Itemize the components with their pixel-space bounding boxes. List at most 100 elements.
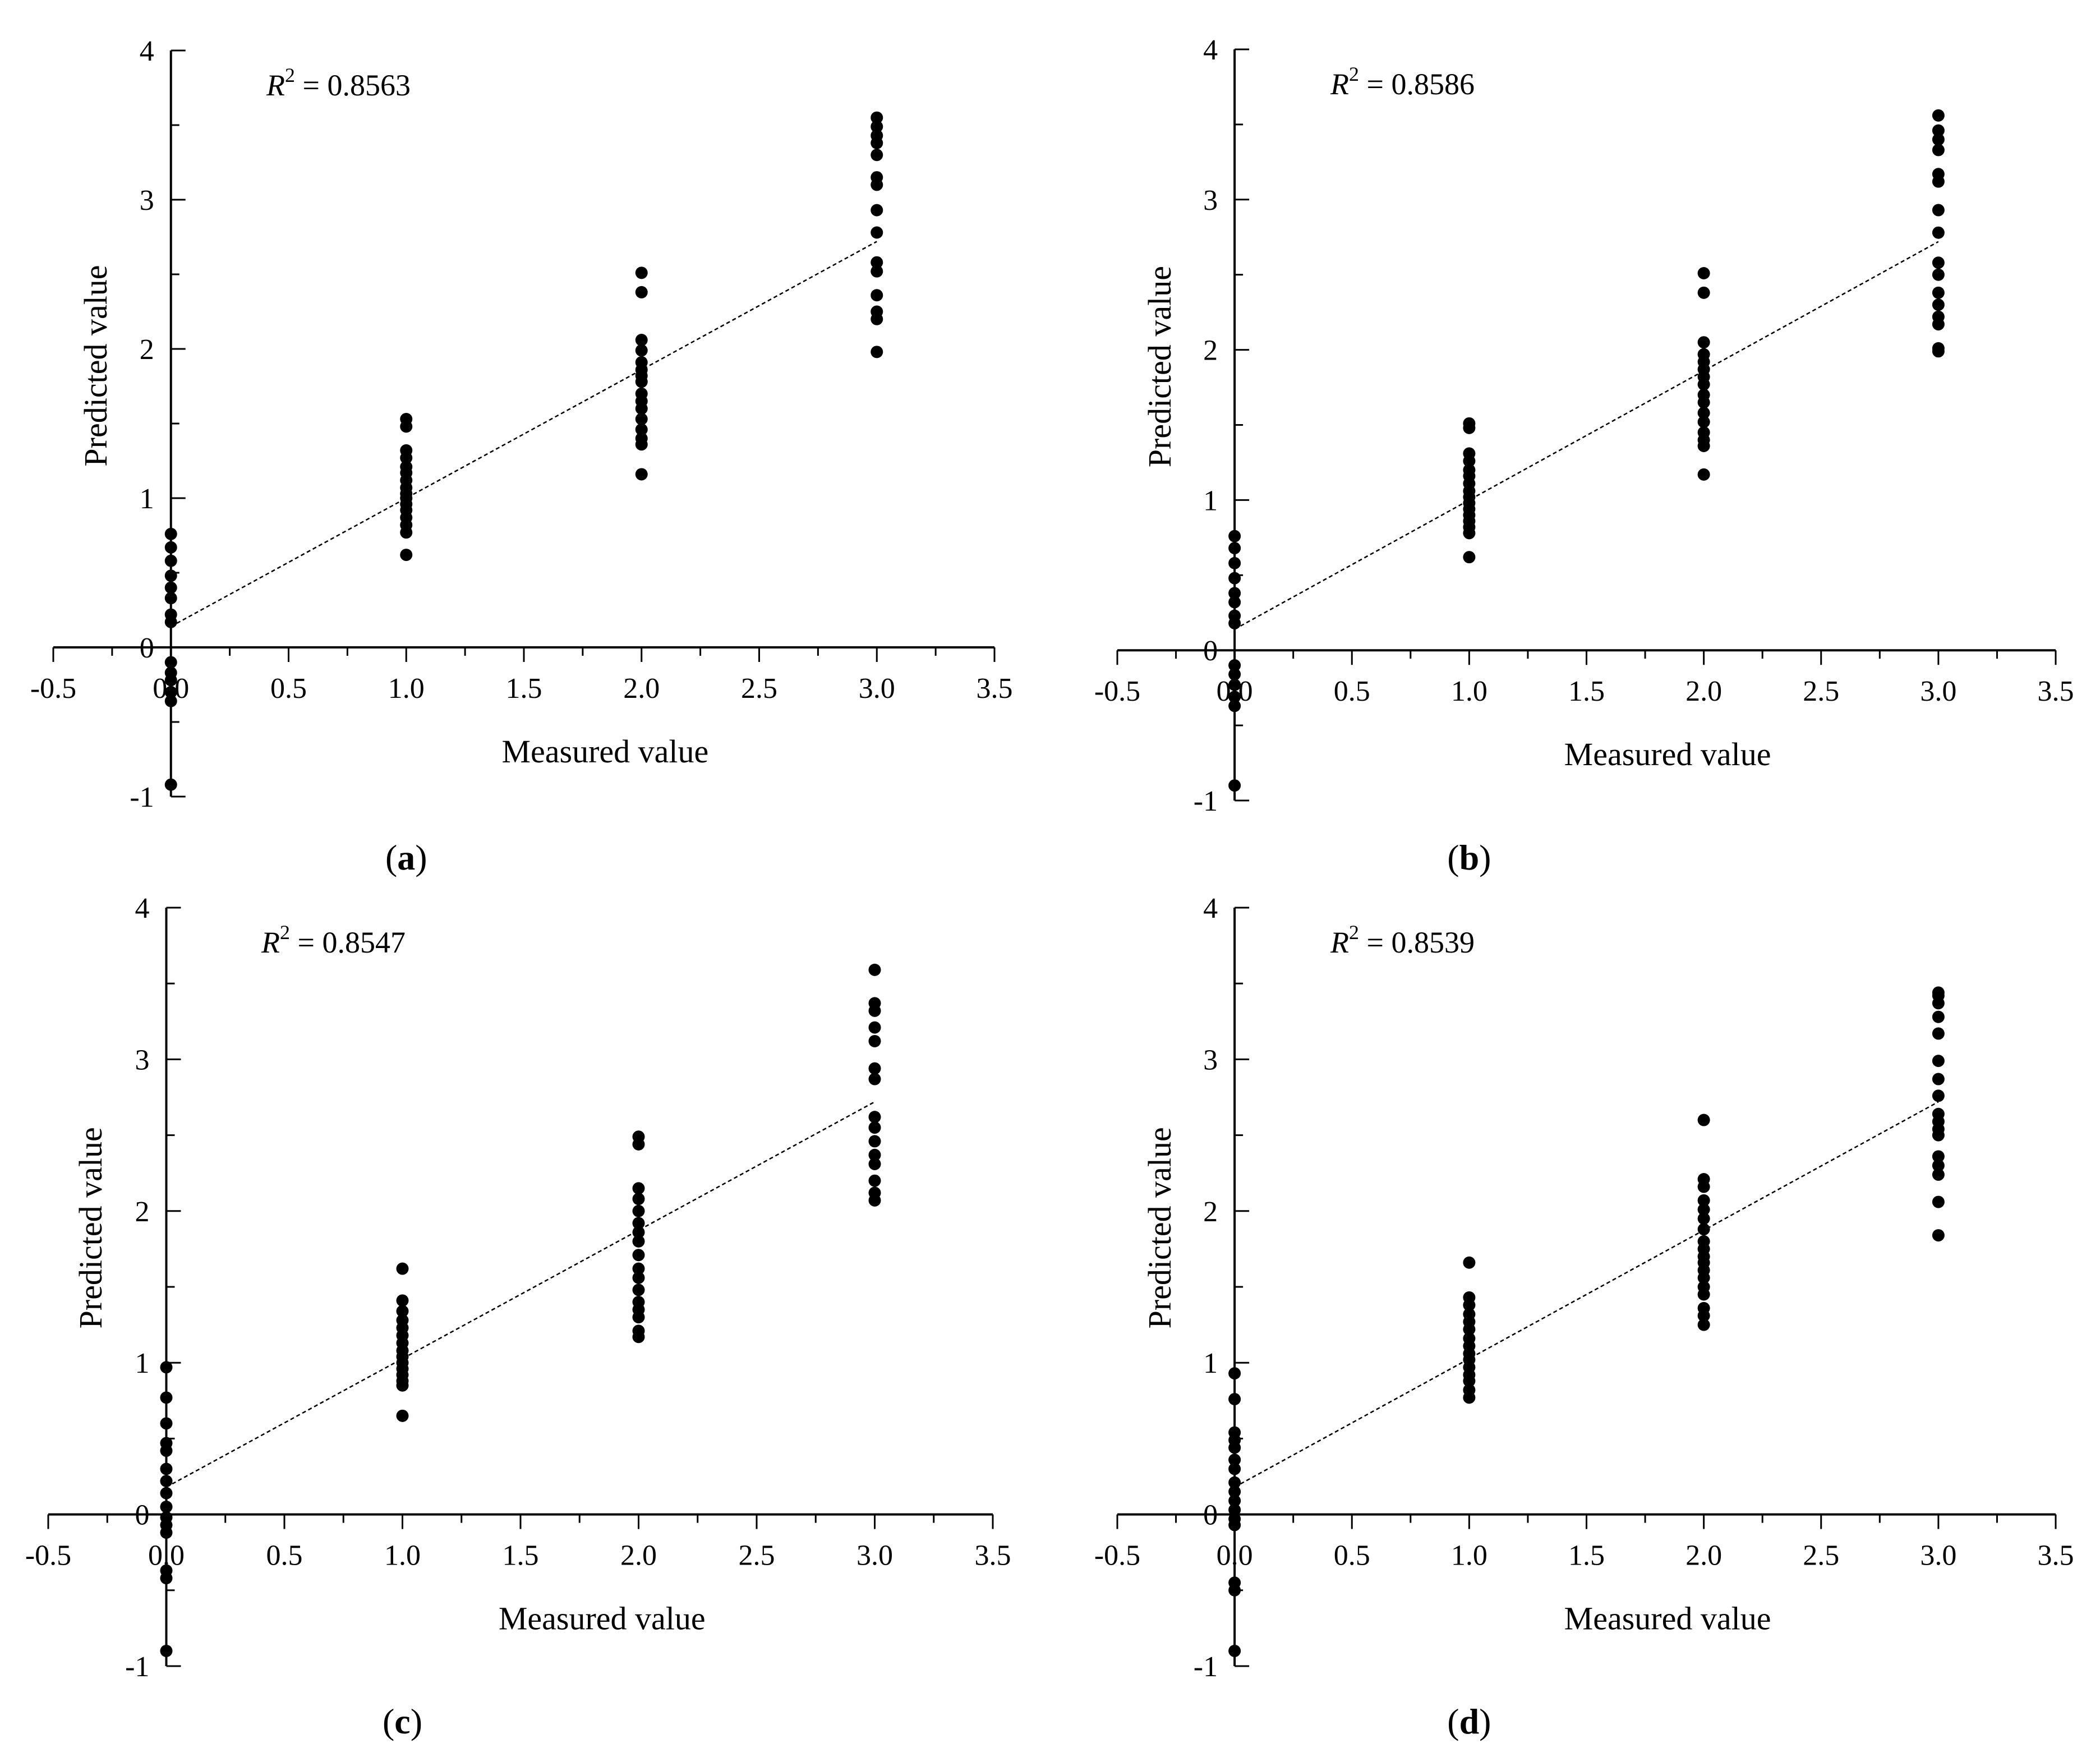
r-superscript: 2 <box>1349 921 1359 944</box>
data-point <box>868 1021 881 1034</box>
data-point <box>871 265 883 278</box>
r-superscript: 2 <box>285 64 295 86</box>
data-point <box>1932 109 1945 122</box>
data-point <box>635 286 648 298</box>
y-tick-label: 0 <box>1203 635 1218 667</box>
data-point <box>871 178 883 191</box>
fit-line <box>1234 241 1939 630</box>
y-tick-label: -1 <box>125 1651 149 1683</box>
data-point <box>871 289 883 302</box>
x-tick-label: 1.5 <box>1568 1540 1605 1572</box>
data-point <box>400 452 413 464</box>
data-point <box>1228 1485 1241 1498</box>
r-symbol: R <box>266 68 285 102</box>
y-axis-title: Predicted value <box>72 1127 109 1328</box>
x-tick-label: 2.0 <box>1685 1540 1722 1572</box>
x-tick-label: -0.5 <box>1094 675 1140 707</box>
data-point <box>1932 1010 1945 1023</box>
y-tick-label: 4 <box>1203 893 1218 924</box>
data-point <box>396 1294 409 1307</box>
data-point <box>1228 1476 1241 1489</box>
data-point <box>1463 551 1476 564</box>
x-tick-label: 3.0 <box>859 673 895 705</box>
data-point <box>1463 1256 1476 1269</box>
data-point <box>868 1111 881 1124</box>
data-point <box>871 111 883 124</box>
data-point <box>632 1193 645 1206</box>
data-point <box>1228 1584 1241 1597</box>
data-point <box>160 1526 173 1539</box>
x-tick-label: 3.5 <box>2038 1540 2074 1572</box>
data-point <box>868 1073 881 1085</box>
y-tick-label: 2 <box>140 334 154 366</box>
data-point <box>160 1391 173 1404</box>
y-tick-label: 1 <box>1203 1347 1218 1379</box>
data-point <box>164 592 177 605</box>
r-symbol: R <box>1330 926 1349 959</box>
x-tick-label: 1.0 <box>1451 1540 1488 1572</box>
x-tick-label: 2.5 <box>741 673 777 705</box>
data-point <box>400 549 413 562</box>
data-point <box>1697 378 1710 391</box>
data-point <box>164 541 177 554</box>
data-point <box>160 1417 173 1430</box>
r-squared-value: 0.8539 <box>1391 926 1475 959</box>
data-point <box>164 554 177 567</box>
fit-line <box>171 241 877 627</box>
x-tick-label: 0.0 <box>1217 1540 1253 1572</box>
data-point <box>871 346 883 358</box>
data-point <box>868 963 881 976</box>
x-tick-label: 1.0 <box>1451 675 1488 707</box>
data-point <box>164 569 177 582</box>
y-axis-title: Predicted value <box>1141 266 1178 467</box>
data-point <box>396 1379 409 1392</box>
data-point <box>1932 318 1945 331</box>
fit-line <box>165 1101 876 1488</box>
data-point <box>1463 1299 1476 1312</box>
x-tick-label: 0.5 <box>1334 1540 1370 1572</box>
data-point <box>1228 530 1241 542</box>
data-point <box>1463 1323 1476 1336</box>
data-point <box>1932 1055 1945 1068</box>
x-tick-label: -0.5 <box>1094 1540 1140 1572</box>
x-tick-label: 3.0 <box>856 1540 893 1572</box>
y-tick-label: 2 <box>135 1196 150 1228</box>
data-point <box>635 413 648 426</box>
data-point <box>871 120 883 133</box>
x-tick-label: 2.0 <box>623 673 660 705</box>
r-symbol: R <box>261 926 280 959</box>
data-point <box>632 1217 645 1230</box>
data-point <box>1463 1391 1476 1404</box>
data-point <box>400 420 413 433</box>
data-point <box>1932 1089 1945 1102</box>
data-point <box>1932 124 1945 137</box>
data-point <box>632 1311 645 1324</box>
y-tick-label: -1 <box>130 781 154 813</box>
data-point <box>1697 336 1710 349</box>
data-point <box>871 226 883 239</box>
data-point <box>1228 1644 1241 1657</box>
x-tick-label: -0.5 <box>30 673 76 705</box>
data-point <box>868 1135 881 1148</box>
r-squared-label: R2 = 0.8563 <box>266 64 411 102</box>
data-point <box>868 1004 881 1017</box>
data-point <box>868 1194 881 1207</box>
data-point <box>1228 1441 1241 1454</box>
data-point <box>396 1262 409 1275</box>
r-equals: = <box>290 926 322 959</box>
panel-label: (b) <box>1447 838 1491 877</box>
data-point <box>1697 267 1710 280</box>
x-tick-label: 0.5 <box>270 673 307 705</box>
x-tick-label: 3.5 <box>977 673 1013 705</box>
data-point <box>1932 1195 1945 1208</box>
r-squared-value: 0.8586 <box>1391 67 1475 101</box>
data-point <box>1697 286 1710 299</box>
r-squared-value: 0.8563 <box>327 68 411 102</box>
data-point <box>164 674 177 687</box>
x-tick-label: 3.5 <box>2038 675 2074 707</box>
x-tick-label: -0.5 <box>25 1540 71 1572</box>
r-squared-label: R2 = 0.8547 <box>261 921 406 959</box>
y-tick-label: 2 <box>1203 1196 1218 1228</box>
data-point <box>1932 286 1945 299</box>
